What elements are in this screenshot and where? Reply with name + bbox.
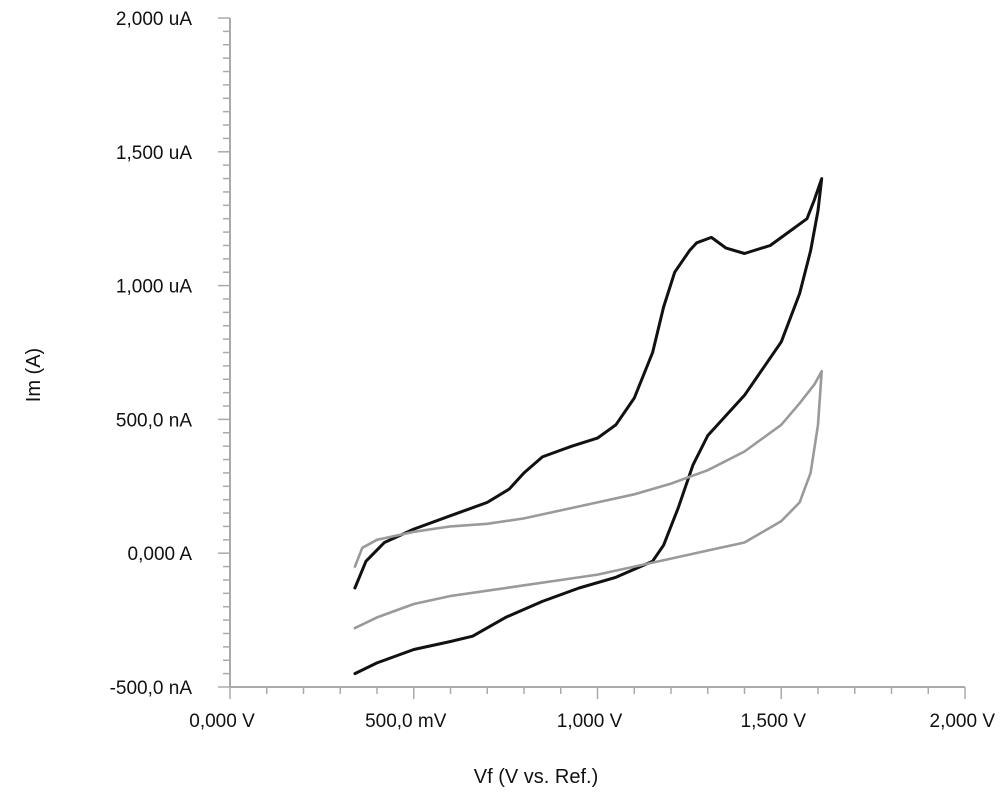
y-tick-label: 0,000 A — [128, 544, 193, 565]
x-tick-label: 1,000 V — [557, 711, 623, 732]
y-tick-label: 1,500 uA — [116, 143, 192, 164]
axes — [229, 18, 965, 688]
series-group — [353, 177, 824, 676]
y-tick-label: 2,000 uA — [116, 9, 192, 30]
y-tick-label: 500,0 nA — [116, 410, 192, 431]
x-tick-label: 0,000 V — [189, 711, 255, 732]
y-tick-label: 1,000 uA — [116, 277, 192, 298]
x-tick-label: 2,000 V — [930, 711, 996, 732]
y-tick-label: -500,0 nA — [110, 678, 193, 699]
series-line-1 — [353, 177, 824, 676]
ticks: -500,0 nA 0,000 A 500,0 nA 1,000 uA 1,500 uA… — [110, 9, 996, 732]
series-line-2 — [353, 369, 824, 630]
y-axis-title: Im (A) — [23, 348, 45, 402]
x-tick-label: 1,500 V — [741, 711, 807, 732]
x-axis-title: Vf (V vs. Ref.) — [474, 766, 598, 788]
x-tick-label: 500,0 mV — [365, 711, 447, 732]
